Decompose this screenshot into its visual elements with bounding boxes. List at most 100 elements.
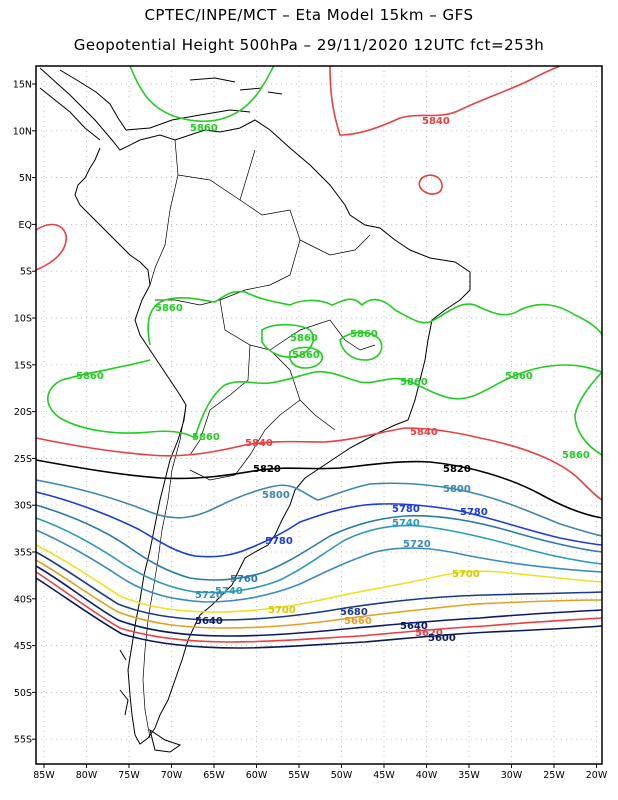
lat-tick-label: EQ xyxy=(19,220,32,231)
lon-tick-label: 60W xyxy=(246,770,268,781)
contour-5820 xyxy=(35,459,603,519)
contour-5860-blob-a xyxy=(261,323,314,358)
lat-tick-label: 30S xyxy=(14,501,32,512)
lat-tick-label: 40S xyxy=(14,594,32,605)
contour-5860-blob-b xyxy=(339,331,383,361)
contour-label: 5860 xyxy=(400,377,428,388)
lon-tick-label: 85W xyxy=(33,770,55,781)
contour-label: 5840 xyxy=(422,116,450,127)
contour-label: 5820 xyxy=(443,464,471,475)
contour-5600 xyxy=(35,577,603,649)
lat-tick-label: 10N xyxy=(13,126,32,137)
contour-5860-west xyxy=(47,359,196,439)
contour-5860-blob-c xyxy=(288,346,324,369)
contour-label: 5760 xyxy=(230,574,258,585)
tierra-del-fuego xyxy=(119,649,182,753)
contour-5860-east xyxy=(574,371,603,456)
contour-5720 xyxy=(35,529,603,603)
contour-label: 5860 xyxy=(350,329,378,340)
lat-tick-label: 20S xyxy=(14,407,32,418)
lon-tick-label: 40W xyxy=(416,770,438,781)
contour-label: 5780 xyxy=(460,507,488,518)
contour-label: 5640 xyxy=(400,621,428,632)
contour-5860-north xyxy=(129,65,275,122)
lon-tick-label: 20W xyxy=(586,770,608,781)
contour-5800 xyxy=(35,479,603,537)
contour-label: 5860 xyxy=(290,333,318,344)
lat-tick-label: 45S xyxy=(14,641,32,652)
contour-label: 5700 xyxy=(268,605,296,616)
plot-area xyxy=(36,66,602,764)
lon-tick-label: 75W xyxy=(118,770,140,781)
contour-label: 5860 xyxy=(562,450,590,461)
contour-label: 5640 xyxy=(195,616,223,627)
country-borders xyxy=(149,139,376,481)
contour-label: 5800 xyxy=(443,484,471,495)
central-america-coastline xyxy=(39,69,251,141)
lat-tick-label: 50S xyxy=(14,688,32,699)
contour-label: 5840 xyxy=(410,427,438,438)
andes-border xyxy=(142,404,187,739)
contour-5680 xyxy=(35,551,603,621)
contour-label: 5860 xyxy=(505,371,533,382)
contour-label: 5860 xyxy=(190,123,218,134)
latitude-ticks: 15N 10N 5N EQ 5S 10S 15S 20S 25S 30S 35S 40S 45S 50S 5… xyxy=(13,80,36,746)
contour-label: 5820 xyxy=(253,464,281,475)
lon-tick-label: 80W xyxy=(76,770,98,781)
lon-tick-label: 30W xyxy=(501,770,523,781)
contour-label: 5780 xyxy=(392,504,420,515)
plot-frame xyxy=(35,65,603,765)
lon-tick-label: 70W xyxy=(161,770,183,781)
contour-label: 5780 xyxy=(265,536,293,547)
caribbean-islands xyxy=(189,77,283,95)
contour-label: 5620 xyxy=(415,628,443,639)
lat-tick-label: 25S xyxy=(14,454,32,465)
contours xyxy=(35,65,603,649)
lon-tick-label: 45W xyxy=(373,770,395,781)
contour-5660 xyxy=(35,559,603,629)
title-line-1: CPTEC/INPE/MCT – Eta Model 15km – GFS xyxy=(144,6,474,24)
contour-label: 5680 xyxy=(340,607,368,618)
contour-labels: 5860 5860 5860 5860 5860 5860 5860 5860 … xyxy=(76,116,590,644)
lat-tick-label: 10S xyxy=(14,314,32,325)
lon-tick-label: 55W xyxy=(288,770,310,781)
lat-tick-label: 15N xyxy=(13,80,32,91)
contour-5840-west xyxy=(35,223,67,271)
lat-tick-label: 15S xyxy=(14,360,32,371)
contour-5860-inland xyxy=(194,364,603,439)
contour-5780 xyxy=(35,491,603,558)
lon-tick-label: 65W xyxy=(203,770,225,781)
title-line-2: Geopotential Height 500hPa – 29/11/2020 … xyxy=(73,36,545,54)
contour-5840-blob xyxy=(418,174,443,195)
contour-5620 xyxy=(35,571,603,643)
lon-tick-label: 35W xyxy=(458,770,480,781)
longitude-ticks: 85W 80W 75W 70W 65W 60W 55W 50W 45W 40W 35W 30W 25W 2… xyxy=(33,764,608,781)
contour-5760 xyxy=(35,504,603,581)
contour-label: 5860 xyxy=(155,303,183,314)
contour-label: 5660 xyxy=(344,616,372,627)
lat-tick-label: 5S xyxy=(20,267,32,278)
contour-label: 5720 xyxy=(403,539,431,550)
contour-label: 5740 xyxy=(215,586,243,597)
lat-tick-label: 5N xyxy=(19,173,32,184)
contour-5700 xyxy=(35,544,603,613)
contour-label: 5860 xyxy=(192,432,220,443)
lon-tick-label: 25W xyxy=(543,770,565,781)
contour-label: 5860 xyxy=(292,350,320,361)
contour-label: 5700 xyxy=(452,569,480,580)
contour-label: 5800 xyxy=(262,490,290,501)
contour-5860-central xyxy=(147,290,603,346)
continent-outline xyxy=(39,67,471,753)
contour-5740 xyxy=(35,517,603,594)
contour-label: 5840 xyxy=(245,438,273,449)
contour-label: 5600 xyxy=(428,633,456,644)
contour-5840-south xyxy=(35,427,603,501)
contour-label: 5720 xyxy=(195,590,223,601)
lat-tick-label: 55S xyxy=(14,735,32,746)
lat-tick-label: 35S xyxy=(14,548,32,559)
contour-5840-north xyxy=(329,65,561,136)
south-america-coastline xyxy=(39,67,471,745)
contour-label: 5740 xyxy=(392,518,420,529)
contour-label: 5860 xyxy=(76,371,104,382)
